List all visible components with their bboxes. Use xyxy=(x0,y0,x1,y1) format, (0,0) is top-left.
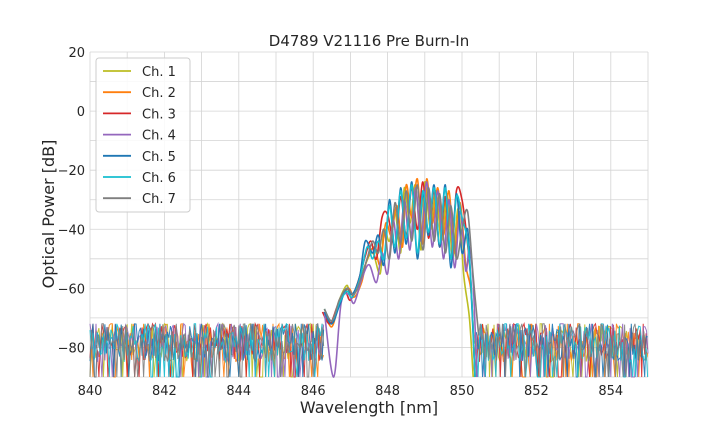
noise-floor xyxy=(89,321,649,378)
legend: Ch. 1 Ch. 2 Ch. 3 Ch. 4 Ch. 5 Ch. 6 Ch. 7 xyxy=(95,57,191,213)
legend-label: Ch. 7 xyxy=(142,192,176,207)
x-tick-label: 840 xyxy=(78,384,103,399)
x-tick-label: 844 xyxy=(226,384,251,399)
y-tick-label: −60 xyxy=(58,282,85,297)
legend-label: Ch. 2 xyxy=(142,86,176,101)
noise-trace-right xyxy=(476,323,649,378)
noise-trace-left xyxy=(89,321,323,378)
y-axis-label: Optical Power [dB] xyxy=(39,140,58,289)
noise-trace-left xyxy=(89,322,325,378)
legend-label: Ch. 3 xyxy=(142,107,176,122)
x-tick-label: 850 xyxy=(450,384,475,399)
y-tick-label: −20 xyxy=(58,164,85,179)
tick-labels: 840 842 844 846 848 850 852 854 20 0 −20 −40 −60 −80 xyxy=(58,46,624,399)
noise-trace-left xyxy=(89,321,325,378)
noise-trace-right xyxy=(478,323,648,378)
x-tick-label: 854 xyxy=(598,384,623,399)
y-tick-label: −80 xyxy=(58,341,85,356)
y-tick-label: 0 xyxy=(77,105,85,120)
x-tick-label: 846 xyxy=(301,384,326,399)
y-tick-label: 20 xyxy=(68,46,85,61)
x-tick-label: 848 xyxy=(375,384,400,399)
legend-entries: Ch. 1 Ch. 2 Ch. 3 Ch. 4 Ch. 5 Ch. 6 Ch. 7 xyxy=(103,65,176,207)
series-line xyxy=(323,184,480,336)
x-axis-label: Wavelength [nm] xyxy=(300,398,438,417)
chart-title: D4789 V21116 Pre Burn-In xyxy=(269,32,469,50)
legend-label: Ch. 1 xyxy=(142,65,176,80)
legend-label: Ch. 5 xyxy=(142,150,176,165)
series-lines xyxy=(321,178,480,378)
noise-trace-left xyxy=(89,322,325,378)
x-tick-label: 852 xyxy=(524,384,549,399)
legend-label: Ch. 4 xyxy=(142,129,176,144)
legend-box xyxy=(95,57,191,213)
x-tick-label: 842 xyxy=(152,384,177,399)
y-tick-label: −40 xyxy=(58,223,85,238)
legend-label: Ch. 6 xyxy=(142,171,176,186)
